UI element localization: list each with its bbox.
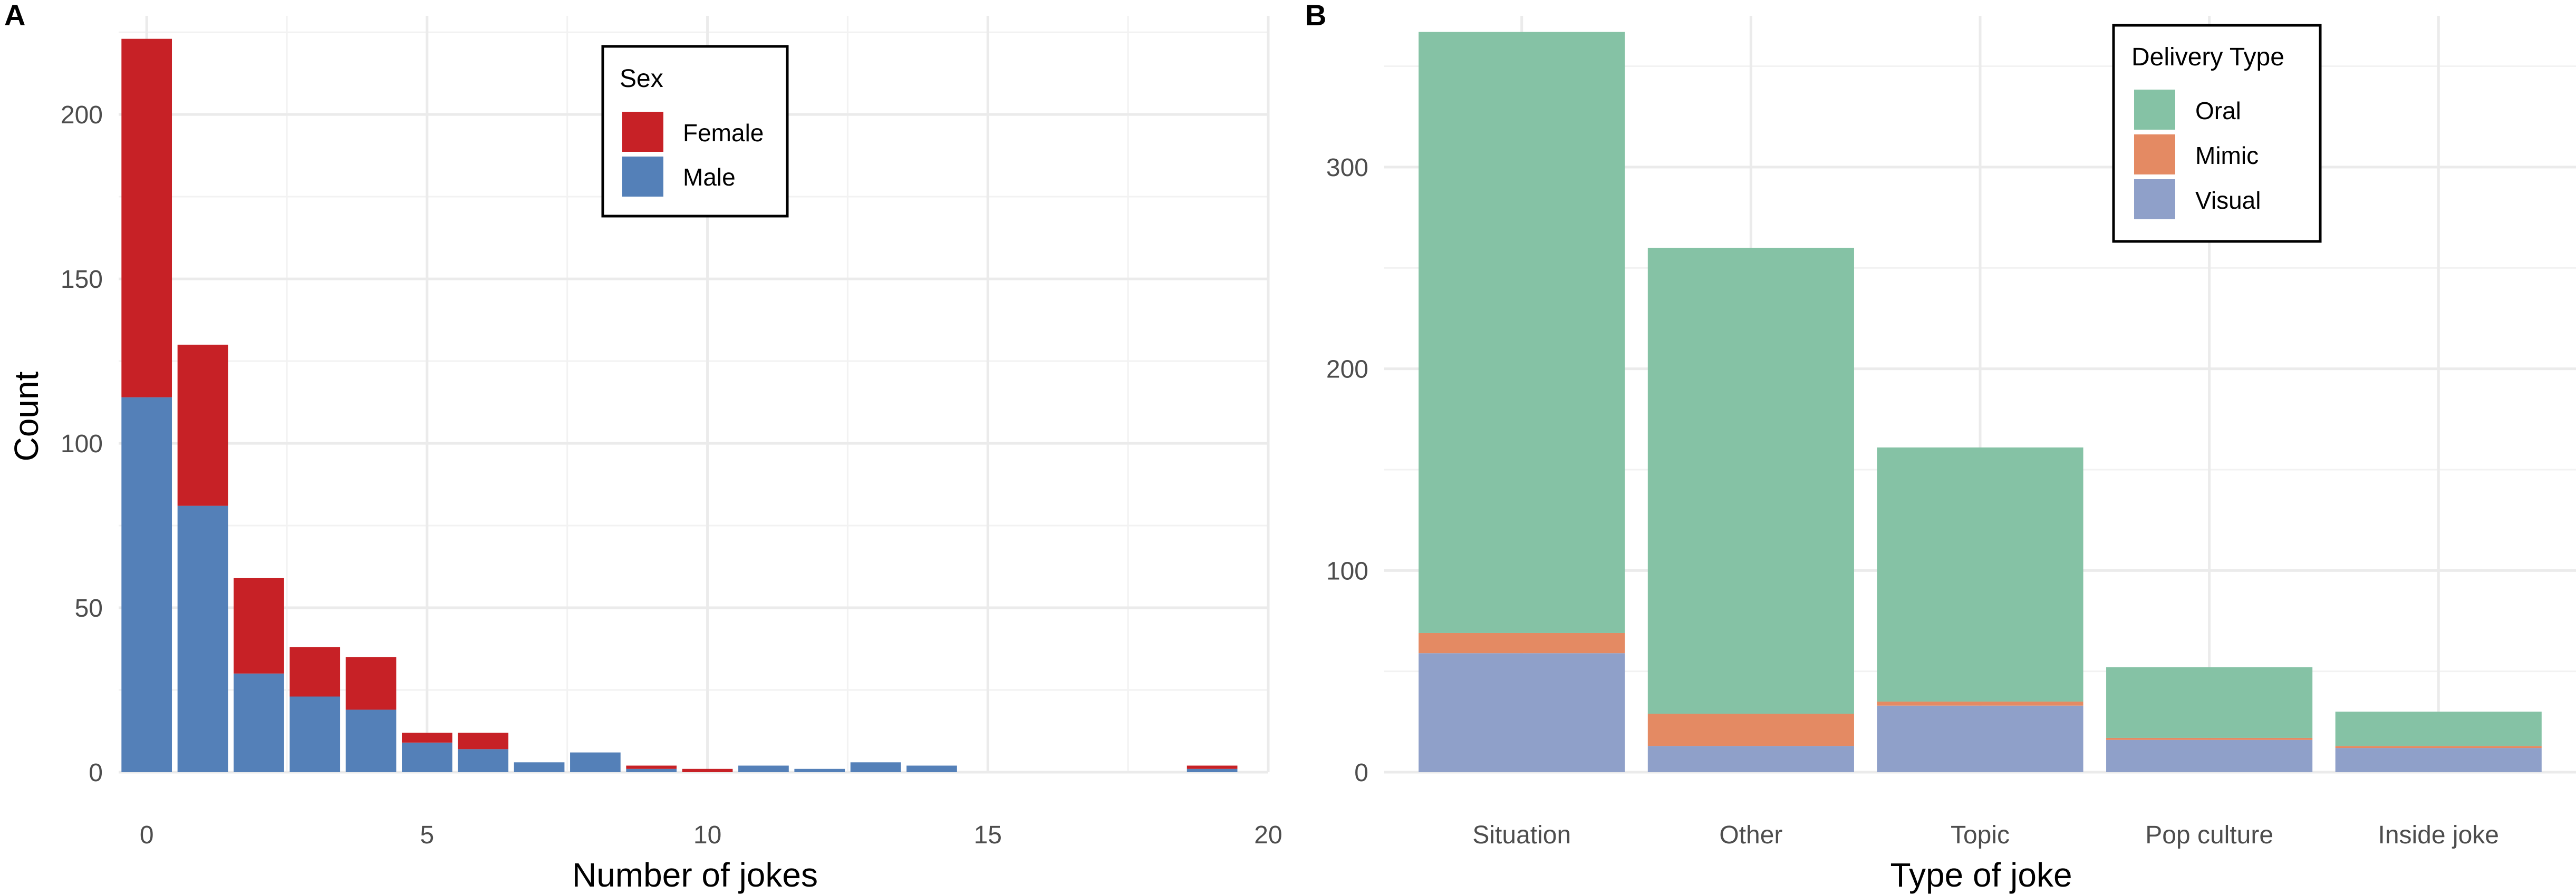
bar-oral-other	[1647, 248, 1854, 714]
legend-swatch-female	[622, 112, 663, 152]
bar-male-8	[570, 752, 621, 772]
legend-swatch-visual	[2134, 179, 2175, 219]
panel-b-legend-title: Delivery Type	[2131, 43, 2284, 71]
bar-female-1	[177, 344, 228, 506]
bar-mimic-other	[1647, 714, 1854, 746]
bar-female-10	[682, 768, 733, 772]
panel-b-bars	[1419, 32, 2542, 772]
legend-label-mimic: Mimic	[2195, 142, 2259, 169]
bar-female-9	[626, 765, 677, 769]
bar-male-12	[794, 768, 845, 772]
legend-label-female: Female	[683, 119, 764, 147]
panel-b-chart: 0 100 200 300 Situation Other Topic Pop cultur…	[1305, 0, 2576, 894]
panel-a-x-ticks: 0 5 10 15 20	[140, 821, 1282, 849]
panel-a-legend-title: Sex	[620, 65, 663, 93]
bar-male-14	[906, 765, 957, 772]
legend-label-male: Male	[683, 163, 736, 191]
x-tick-label-pop-culture: Pop culture	[2145, 821, 2273, 849]
bar-male-2	[234, 673, 284, 772]
legend-label-oral: Oral	[2195, 97, 2241, 124]
bar-female-5	[402, 733, 452, 743]
bar-male-7	[514, 762, 565, 772]
panel-a-bars	[121, 38, 1238, 772]
y-tick-label: 200	[1326, 356, 1368, 384]
bar-oral-inside-joke	[2335, 712, 2542, 746]
bar-male-3	[290, 696, 341, 772]
bar-female-3	[290, 647, 341, 697]
bar-mimic-situation	[1419, 633, 1625, 654]
y-tick-label: 150	[61, 266, 103, 294]
y-tick-label: 0	[1354, 759, 1368, 787]
bar-visual-inside-joke	[2335, 748, 2542, 772]
x-tick-label-other: Other	[1719, 821, 1782, 849]
bar-visual-other	[1647, 746, 1854, 772]
legend-swatch-oral	[2134, 90, 2175, 130]
bar-visual-topic	[1877, 705, 2083, 772]
bar-male-11	[738, 765, 789, 772]
x-tick-label: 10	[693, 821, 721, 849]
bar-mimic-topic	[1877, 702, 2083, 706]
legend-label-visual: Visual	[2195, 187, 2261, 214]
bar-oral-topic	[1877, 447, 2083, 702]
x-tick-label: 20	[1254, 821, 1282, 849]
bar-female-2	[234, 578, 284, 674]
bar-female-0	[121, 38, 172, 397]
bar-visual-situation	[1419, 653, 1625, 772]
bar-male-4	[345, 709, 397, 772]
panel-b-y-ticks: 0 100 200 300	[1326, 154, 1368, 787]
panel-a-tag: A	[4, 0, 25, 32]
y-tick-label: 300	[1326, 154, 1368, 182]
y-tick-label: 200	[61, 101, 103, 129]
x-tick-label: 15	[974, 821, 1002, 849]
panel-b-legend: Delivery Type Oral Mimic Visual	[2112, 24, 2322, 243]
bar-mimic-inside-joke	[2335, 746, 2542, 748]
y-tick-label: 0	[89, 759, 103, 787]
legend-swatch-mimic	[2134, 134, 2175, 174]
y-tick-label: 50	[75, 595, 103, 622]
x-tick-label-situation: Situation	[1472, 821, 1571, 849]
y-tick-label: 100	[61, 430, 103, 458]
panel-a-legend: Sex Female Male	[601, 45, 789, 218]
legend-swatch-male	[622, 157, 663, 197]
bar-female-19	[1186, 765, 1238, 769]
panel-a-y-axis-title: Count	[7, 371, 45, 461]
panel-a-x-axis-title: Number of jokes	[572, 856, 818, 894]
bar-male-1	[177, 505, 228, 772]
panel-b-tag: B	[1305, 0, 1326, 32]
bar-mimic-pop-culture	[2106, 737, 2313, 740]
panel-b-x-axis-title: Type of joke	[1890, 856, 2072, 894]
panel-b-x-ticks: Situation Other Topic Pop culture Inside jok…	[1472, 821, 2499, 849]
bar-male-5	[402, 742, 452, 772]
x-tick-label: 0	[140, 821, 154, 849]
panel-a-y-ticks: 0 50 100 150 200	[61, 101, 103, 787]
x-tick-label-topic: Topic	[1951, 821, 2010, 849]
bar-female-4	[345, 657, 397, 710]
bar-oral-pop-culture	[2106, 667, 2313, 738]
bar-male-13	[850, 762, 901, 772]
bar-male-6	[458, 749, 509, 772]
bar-male-19	[1186, 768, 1238, 772]
y-tick-label: 100	[1326, 557, 1368, 585]
bar-visual-pop-culture	[2106, 740, 2313, 772]
x-tick-label-inside-joke: Inside joke	[2378, 821, 2498, 849]
bar-male-0	[121, 397, 172, 772]
x-tick-label: 5	[420, 821, 435, 849]
bar-oral-situation	[1419, 32, 1625, 633]
bar-female-6	[458, 733, 509, 750]
bar-male-9	[626, 768, 677, 772]
